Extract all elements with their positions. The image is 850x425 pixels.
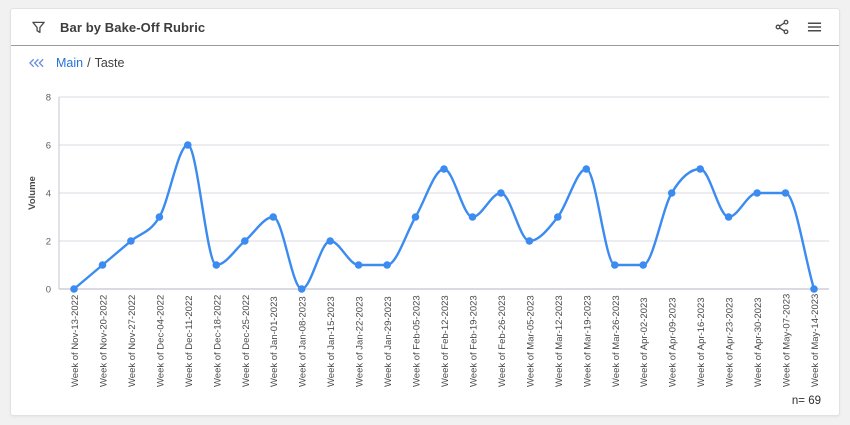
data-point-marker[interactable] xyxy=(98,261,107,269)
x-axis-tick-label: Week of Dec-04-2022 xyxy=(155,295,166,387)
x-axis-tick-label: Week of Nov-27-2022 xyxy=(127,295,138,387)
x-axis-tick-label: Week of May-07-2023 xyxy=(782,294,793,387)
data-point-marker[interactable] xyxy=(810,285,818,293)
x-axis-tick-label: Week of Feb-19-2023 xyxy=(468,295,479,387)
x-axis-tick-label: Week of Mar-12-2023 xyxy=(554,295,565,387)
x-axis-tick-label: Week of Jan-29-2023 xyxy=(383,296,394,387)
x-axis-tick-label: Week of Apr-23-2023 xyxy=(725,297,736,387)
widget-header: Bar by Bake-Off Rubric xyxy=(11,9,839,46)
filter-icon[interactable] xyxy=(29,18,47,36)
line-chart[interactable]: 0 2 4 6 8 Volume Week of Nov-13-2022 Week of No… xyxy=(11,86,841,411)
breadcrumb-separator: / xyxy=(87,56,91,70)
widget-title: Bar by Bake-Off Rubric xyxy=(60,19,206,35)
data-point-marker[interactable] xyxy=(184,141,192,149)
x-axis-tick-label: Week of Jan-22-2023 xyxy=(355,296,366,387)
data-point-marker[interactable] xyxy=(155,213,164,221)
y-axis-tick-label: 4 xyxy=(46,188,51,199)
data-point-marker[interactable] xyxy=(667,189,676,197)
x-axis-tick-label: Week of Nov-13-2022 xyxy=(70,295,81,387)
y-axis-title: Volume xyxy=(27,176,38,210)
x-axis-tick-label: Week of Mar-26-2023 xyxy=(611,295,622,387)
share-icon[interactable] xyxy=(773,18,791,36)
x-axis-tick-label: Week of Feb-05-2023 xyxy=(412,295,423,387)
data-point-marker[interactable] xyxy=(241,237,249,245)
data-point-marker[interactable] xyxy=(212,261,221,269)
data-point-marker[interactable] xyxy=(753,189,761,197)
x-axis-tick-label: Week of Feb-12-2023 xyxy=(440,295,451,387)
x-axis-tick-label: Week of Dec-25-2022 xyxy=(241,295,252,387)
data-point-marker[interactable] xyxy=(582,165,591,173)
data-point-marker[interactable] xyxy=(326,237,335,245)
data-point-marker[interactable] xyxy=(468,213,477,221)
x-axis-tick-label: Week of Apr-30-2023 xyxy=(753,297,764,387)
breadcrumb-current: Taste xyxy=(94,56,125,70)
x-axis-tick-label: Week of Dec-18-2022 xyxy=(212,295,223,387)
y-axis-tick-label: 6 xyxy=(46,140,51,151)
data-point-marker[interactable] xyxy=(383,261,391,269)
data-point-marker[interactable] xyxy=(497,189,505,197)
data-point-marker[interactable] xyxy=(554,213,562,221)
data-point-marker[interactable] xyxy=(724,213,733,221)
x-axis-tick-label: Week of Feb-26-2023 xyxy=(497,295,508,387)
x-axis-tick-label: Week of May-14-2023 xyxy=(810,294,821,387)
x-axis-tick-label: Week of Apr-02-2023 xyxy=(639,297,650,387)
data-point-marker[interactable] xyxy=(525,237,534,245)
widget-card: Bar by Bake-Off Rubric xyxy=(10,8,840,416)
breadcrumb: Main / Taste xyxy=(11,47,839,79)
x-axis-tick-label: Week of Mar-19-2023 xyxy=(582,295,593,387)
x-axis-tick-label: Week of Jan-01-2023 xyxy=(269,296,280,387)
data-point-marker[interactable] xyxy=(354,261,363,269)
menu-icon[interactable] xyxy=(805,18,823,36)
data-point-marker[interactable] xyxy=(297,285,306,293)
data-point-marker[interactable] xyxy=(269,213,278,221)
data-point-marker[interactable] xyxy=(611,261,619,269)
y-axis-tick-label: 2 xyxy=(46,236,51,247)
data-point-marker[interactable] xyxy=(127,237,135,245)
x-axis-tick-label: Week of Apr-09-2023 xyxy=(668,297,679,387)
x-axis-tick-label: Week of Mar-05-2023 xyxy=(525,295,536,387)
breadcrumb-root-link[interactable]: Main xyxy=(56,56,84,70)
data-point-marker[interactable] xyxy=(70,285,78,293)
x-axis-tick-label: Week of Apr-16-2023 xyxy=(696,297,707,387)
y-axis-tick-label: 0 xyxy=(46,284,51,295)
y-axis-tick-label: 8 xyxy=(46,92,51,103)
data-point-marker[interactable] xyxy=(639,261,647,269)
data-point-marker[interactable] xyxy=(781,189,790,197)
x-axis-tick-label: Week of Jan-08-2023 xyxy=(298,296,309,387)
data-point-marker[interactable] xyxy=(440,165,448,173)
x-axis-tick-label: Week of Jan-15-2023 xyxy=(326,296,337,387)
x-axis-tick-label: Week of Dec-11-2022 xyxy=(184,295,195,387)
sample-size-label: n= 69 xyxy=(791,395,821,407)
data-point-marker[interactable] xyxy=(696,165,704,173)
drill-back-icon[interactable] xyxy=(29,58,46,68)
data-point-marker[interactable] xyxy=(411,213,420,221)
x-axis-tick-label: Week of Nov-20-2022 xyxy=(98,295,109,387)
